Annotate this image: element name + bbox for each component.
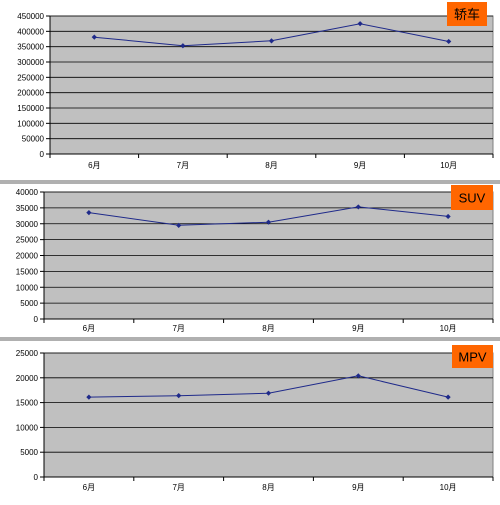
x-tick-label: 7月	[177, 161, 189, 170]
badge-mpv	[452, 345, 493, 368]
data-point	[91, 34, 97, 40]
x-tick-label: 7月	[172, 324, 184, 333]
badge-suv-label: SUV	[459, 191, 486, 206]
suv-chart: 0 5000 10000 15000 20000 25000 30000 35000 40000…	[16, 185, 494, 333]
data-point	[268, 38, 275, 44]
y-tick-label: 200000	[17, 89, 44, 98]
badge-sedan-label: 轿车	[454, 7, 480, 22]
data-point	[446, 38, 452, 45]
y-tick-label: 5000	[20, 448, 38, 457]
data-point	[355, 373, 361, 379]
y-tick-label: 30000	[16, 220, 39, 229]
mpv-chart: 0 5000 10000 15000 20000 25000 6月 7月 8月 9月 10月 MPV	[16, 345, 494, 492]
y-tick-label: 250000	[17, 73, 44, 82]
data-point	[86, 394, 92, 400]
data-point	[445, 394, 451, 400]
y-tick-label: 0	[40, 150, 45, 159]
y-tick-label: 25000	[16, 349, 39, 358]
x-tick-label: 10月	[440, 324, 457, 333]
data-point	[265, 219, 272, 225]
plot-area	[43, 352, 494, 478]
x-tick-label: 10月	[440, 161, 457, 170]
y-tick-label: 0	[34, 315, 39, 324]
x-tick-label: 8月	[262, 483, 274, 492]
data-point	[355, 204, 361, 210]
data-point	[445, 213, 451, 220]
y-tick-label: 5000	[20, 299, 38, 308]
y-tick-label: 10000	[16, 423, 39, 432]
data-point	[176, 222, 182, 228]
x-tick-label: 9月	[352, 324, 364, 333]
y-tick-label: 50000	[22, 135, 45, 144]
y-tick-label: 20000	[16, 374, 39, 383]
x-tick-label: 7月	[172, 483, 184, 492]
y-tick-label: 450000	[17, 12, 44, 21]
y-tick-label: 100000	[17, 119, 44, 128]
y-tick-label: 20000	[16, 252, 39, 261]
y-tick-label: 15000	[16, 399, 39, 408]
badge-suv	[451, 185, 493, 210]
y-tick-label: 35000	[16, 204, 39, 213]
x-tick-label: 10月	[440, 483, 457, 492]
x-tick-label: 6月	[88, 161, 100, 170]
x-tick-label: 6月	[83, 483, 95, 492]
x-tick-label: 9月	[352, 483, 364, 492]
y-tick-label: 150000	[17, 104, 44, 113]
y-tick-label: 10000	[16, 283, 39, 292]
x-tick-label: 8月	[262, 324, 274, 333]
y-tick-label: 15000	[16, 267, 39, 276]
data-point	[86, 210, 92, 216]
y-tick-label: 400000	[17, 27, 44, 36]
sedan-chart: 0 50000 100000 150000 200000 250000 300000 3500…	[17, 2, 494, 170]
separator-top	[0, 180, 500, 184]
y-tick-label: 350000	[17, 43, 44, 52]
y-tick-label: 300000	[17, 58, 44, 67]
x-tick-label: 9月	[354, 161, 366, 170]
x-tick-label: 8月	[265, 161, 277, 170]
badge-mpv-label: MPV	[458, 350, 487, 365]
y-tick-label: 0	[34, 473, 39, 482]
data-point	[176, 393, 182, 399]
data-point	[180, 43, 186, 49]
badge-sedan	[447, 2, 487, 26]
y-tick-label: 25000	[16, 236, 39, 245]
x-tick-label: 6月	[83, 324, 95, 333]
data-point	[265, 390, 272, 396]
data-point	[357, 21, 363, 27]
separator-bottom	[0, 337, 500, 341]
y-tick-label: 40000	[16, 188, 39, 197]
